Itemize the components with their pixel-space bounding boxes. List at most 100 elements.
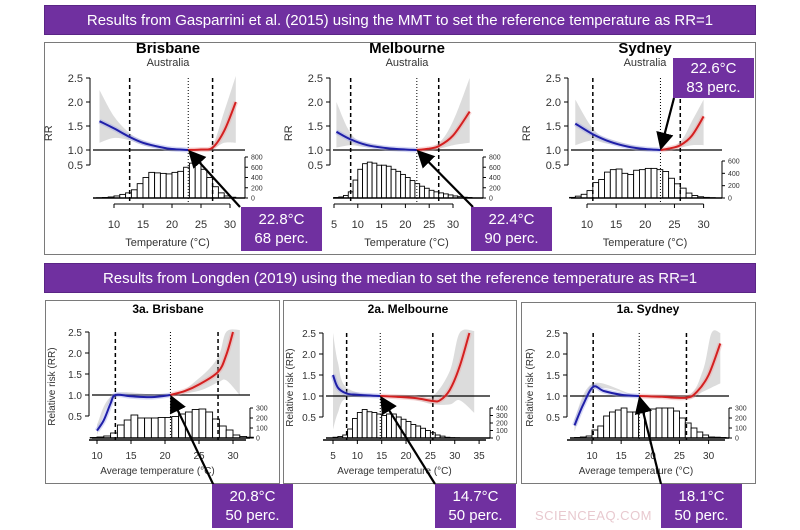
callout-brisbane-mmt: 22.8°C 68 perc. bbox=[241, 207, 322, 251]
histogram-bar bbox=[371, 412, 378, 439]
callout-arrow bbox=[416, 149, 474, 208]
x-tick-label: 15 bbox=[125, 451, 137, 462]
x-axis-label: Temperature (°C) bbox=[125, 237, 209, 249]
histogram-bar bbox=[656, 169, 664, 199]
panel-frame-melbourne bbox=[283, 300, 517, 484]
histogram-bar bbox=[150, 417, 159, 439]
x-tick-label: 10 bbox=[108, 219, 120, 231]
x-tick-label: 20 bbox=[645, 451, 657, 462]
heat-rr-curve bbox=[416, 111, 471, 151]
histogram-bar bbox=[410, 424, 417, 439]
x-tick-label: 35 bbox=[474, 451, 486, 462]
histogram-tick-label: 200 bbox=[728, 183, 740, 190]
histogram-bar bbox=[366, 411, 373, 439]
callout-arrow bbox=[656, 97, 676, 151]
histogram-bar bbox=[136, 183, 144, 199]
histogram-bar bbox=[225, 429, 234, 439]
x-tick-label: 30 bbox=[697, 219, 709, 231]
histogram-bar bbox=[154, 172, 161, 199]
y-axis-label: Relative risk (RR) bbox=[285, 348, 296, 426]
x-tick-label: 25 bbox=[425, 451, 437, 462]
histogram-bar bbox=[592, 182, 600, 199]
callout-percentile: 50 perc. bbox=[448, 507, 503, 524]
x-tick-label: 15 bbox=[375, 219, 387, 231]
histogram-bar bbox=[626, 411, 634, 439]
y-tick-label: 0.5 bbox=[68, 160, 83, 172]
y-tick-label: 1.5 bbox=[308, 121, 323, 133]
histogram-bar bbox=[381, 415, 388, 439]
histogram-bar bbox=[144, 417, 152, 439]
chart-title: 1a. Sydney bbox=[617, 302, 680, 316]
y-tick-label: 1.0 bbox=[546, 392, 560, 403]
callout-arrow bbox=[380, 395, 436, 485]
histogram-tick-label: 300 bbox=[496, 413, 508, 420]
x-tick-label: 20 bbox=[639, 219, 651, 231]
histogram-tick-label: 0 bbox=[251, 196, 255, 203]
x-axis-label: Average temperature (°C) bbox=[337, 466, 451, 477]
y-tick-label: 1.5 bbox=[68, 370, 82, 381]
x-tick-label: 10 bbox=[352, 219, 364, 231]
histogram-bar bbox=[667, 407, 675, 439]
histogram-bar bbox=[200, 168, 208, 199]
y-axis-label: Relative risk (RR) bbox=[525, 348, 536, 426]
heat-rr-curve bbox=[639, 343, 722, 399]
histogram-tick-label: 200 bbox=[251, 185, 263, 192]
histogram-bar bbox=[157, 417, 166, 439]
histogram-bar bbox=[633, 169, 640, 199]
cold-rr-curve bbox=[96, 393, 171, 432]
y-tick-label: 1.0 bbox=[68, 145, 83, 157]
histogram-bar bbox=[400, 173, 406, 199]
histogram-tick-label: 0 bbox=[256, 436, 260, 443]
callout-arrow bbox=[634, 395, 663, 485]
histogram-tick-label: 800 bbox=[251, 155, 263, 162]
histogram-tick-label: 200 bbox=[735, 416, 747, 423]
histogram-tick-label: 0 bbox=[496, 436, 500, 443]
cold-rr-curve bbox=[574, 122, 661, 151]
callout-melbourne-median: 14.7°C 50 perc. bbox=[435, 484, 516, 528]
x-tick-label: 25 bbox=[674, 451, 686, 462]
histogram-bar bbox=[655, 407, 663, 439]
callout-arrow bbox=[170, 394, 215, 487]
histogram-bar bbox=[356, 412, 363, 439]
histogram-tick-label: 400 bbox=[496, 406, 508, 413]
histogram-tick-label: 600 bbox=[489, 165, 501, 172]
histogram-tick-label: 100 bbox=[735, 426, 747, 433]
y-tick-label: 2.0 bbox=[68, 97, 83, 109]
histogram-bar bbox=[673, 410, 680, 439]
x-tick-label: 10 bbox=[91, 451, 103, 462]
y-tick-label: 2.5 bbox=[308, 73, 323, 85]
histogram-bar bbox=[130, 414, 139, 439]
histogram-bar bbox=[381, 164, 387, 199]
y-tick-label: 2.5 bbox=[302, 329, 316, 340]
histogram-bar bbox=[644, 167, 652, 199]
heat-rr-curve bbox=[170, 331, 234, 396]
histogram-bar bbox=[661, 407, 669, 439]
histogram-bar bbox=[362, 163, 368, 199]
y-tick-label: 0.5 bbox=[68, 412, 82, 423]
histogram-bar bbox=[205, 411, 214, 439]
x-tick-label: 15 bbox=[137, 219, 149, 231]
cold-rr-curve bbox=[335, 130, 417, 151]
x-tick-label: 30 bbox=[703, 451, 715, 462]
chart-subtitle: Australia bbox=[147, 57, 191, 69]
heat-rr-curve bbox=[188, 101, 237, 151]
x-tick-label: 10 bbox=[586, 451, 598, 462]
y-tick-label: 0.5 bbox=[546, 413, 560, 424]
histogram-bar bbox=[415, 425, 422, 439]
x-tick-label: 25 bbox=[195, 219, 207, 231]
callout-percentile: 90 perc. bbox=[484, 230, 539, 247]
callout-temp: 22.6°C bbox=[690, 60, 737, 77]
histogram-tick-label: 400 bbox=[728, 171, 740, 178]
confidence-band bbox=[336, 78, 470, 151]
histogram-bar bbox=[603, 415, 610, 439]
confidence-band bbox=[333, 329, 475, 430]
histogram-bar bbox=[423, 187, 430, 199]
callout-temp: 18.1°C bbox=[678, 488, 725, 505]
y-tick-label: 2.0 bbox=[302, 350, 316, 361]
y-tick-label: 0.5 bbox=[546, 160, 561, 172]
y-tick-label: 2.0 bbox=[546, 350, 560, 361]
histogram-tick-label: 100 bbox=[496, 428, 508, 435]
